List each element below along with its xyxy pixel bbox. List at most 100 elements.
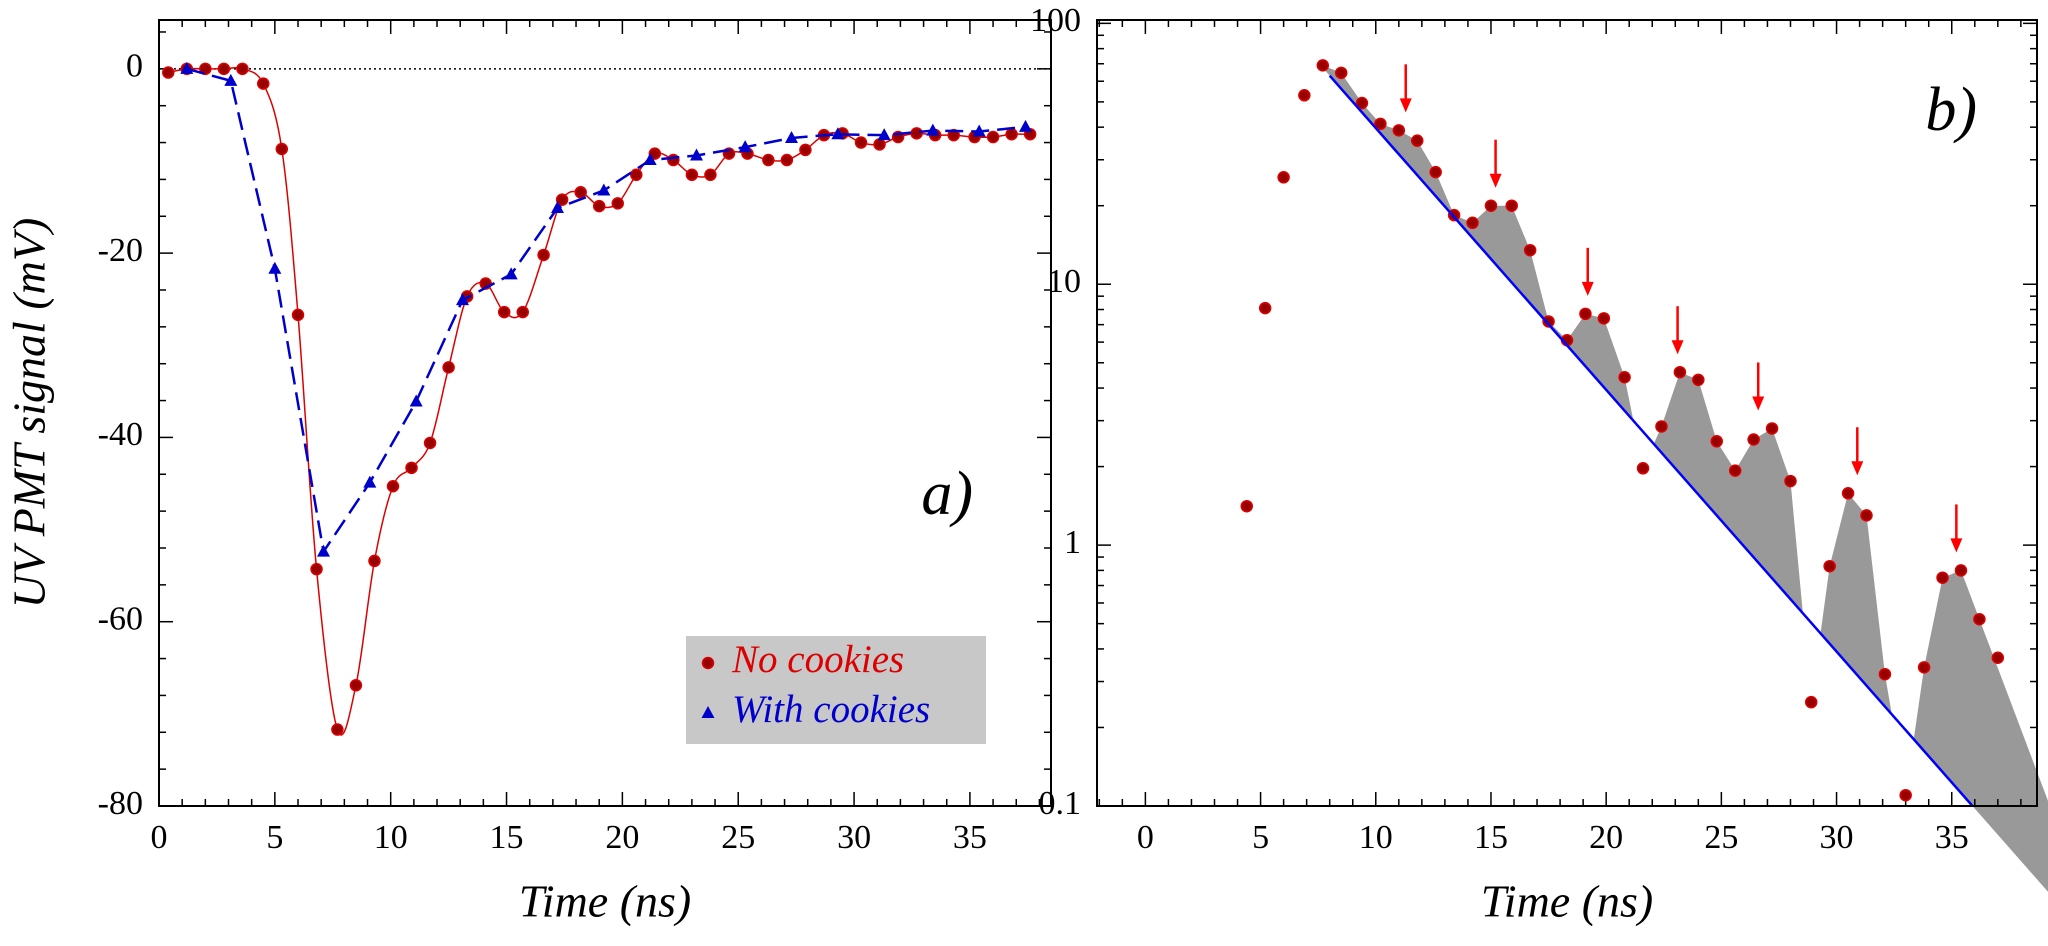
data-point <box>1973 612 1986 626</box>
data-point <box>1277 171 1290 184</box>
data-point <box>643 153 657 166</box>
data-point <box>349 679 363 692</box>
x-tick-label: 20 <box>605 819 639 856</box>
data-point <box>780 153 794 167</box>
data-point <box>611 197 624 210</box>
data-point <box>873 138 886 151</box>
data-point <box>516 305 530 319</box>
data-point <box>1728 464 1742 477</box>
arrow-head <box>1399 98 1412 113</box>
plot-frame <box>158 19 1052 807</box>
data-point <box>1240 499 1254 513</box>
data-point <box>704 168 717 182</box>
data-point <box>854 136 868 149</box>
data-point <box>316 544 330 557</box>
shaded-excess <box>1820 493 1892 715</box>
data-point <box>275 142 289 156</box>
data-point <box>1410 134 1424 147</box>
x-tick-label: 0 <box>1137 819 1154 856</box>
series-line <box>1328 74 1974 806</box>
x-tick-label: 15 <box>490 819 524 856</box>
legend: No cookies With cookies <box>686 636 986 744</box>
data-point <box>1579 307 1592 321</box>
y-tick-label: -40 <box>98 416 143 453</box>
data-point <box>423 436 437 450</box>
legend-marker <box>701 706 715 718</box>
data-point <box>972 124 986 137</box>
x-tick-label: 10 <box>1359 819 1393 856</box>
data-point <box>1899 788 1912 802</box>
x-axis-label: Time (ns) <box>1481 876 1654 927</box>
data-point <box>1005 128 1018 141</box>
data-point <box>504 267 518 280</box>
data-point <box>1298 89 1311 102</box>
arrow-head <box>1752 396 1765 411</box>
y-tick-label: 0.1 <box>1039 785 1082 822</box>
data-point <box>1505 199 1518 212</box>
y-tick-label: -80 <box>98 785 143 822</box>
data-point <box>1878 667 1892 681</box>
data-point <box>574 186 587 199</box>
data-point <box>1258 301 1272 315</box>
data-point <box>1466 216 1479 230</box>
data-point <box>257 77 270 90</box>
arrow-head <box>1489 173 1502 188</box>
data-point <box>986 130 1000 144</box>
data-point <box>630 168 643 182</box>
arrow <box>1752 362 1765 411</box>
data-point <box>799 143 812 157</box>
x-tick-label: 15 <box>1474 819 1508 856</box>
data-point <box>497 305 511 319</box>
data-point <box>180 61 194 74</box>
data-point <box>1784 474 1797 488</box>
x-tick-label: 30 <box>1820 819 1854 856</box>
arrow <box>1581 247 1594 296</box>
x-tick-label: 30 <box>837 819 871 856</box>
data-point <box>1860 509 1873 522</box>
data-point <box>1823 559 1836 573</box>
y-tick-label: 10 <box>1047 263 1081 300</box>
data-point <box>877 128 891 141</box>
data-point <box>268 261 282 274</box>
data-point <box>409 394 423 407</box>
arrow <box>1671 306 1684 355</box>
arrow <box>1851 427 1864 476</box>
data-point <box>1316 59 1330 72</box>
data-point <box>1936 571 1949 584</box>
data-point <box>310 562 323 576</box>
x-tick-label: 20 <box>1589 819 1623 856</box>
data-point <box>1710 435 1724 448</box>
data-point <box>1841 487 1855 500</box>
arrow-head <box>1950 538 1963 553</box>
data-point <box>1673 365 1687 379</box>
data-point <box>1374 117 1387 131</box>
data-point <box>537 248 550 262</box>
data-point <box>1019 119 1033 132</box>
data-point <box>1636 462 1650 475</box>
y-tick-label: -60 <box>98 601 143 638</box>
data-point <box>363 475 377 488</box>
data-point <box>1747 433 1760 446</box>
arrow-head <box>1851 461 1864 476</box>
legend-box <box>686 636 986 744</box>
data-point <box>1618 371 1631 384</box>
x-tick-label: 35 <box>953 819 987 856</box>
data-point <box>1954 564 1968 577</box>
data-point <box>947 128 960 142</box>
data-point <box>1355 96 1369 110</box>
arrow-head <box>1581 281 1594 296</box>
x-axis-label: Time (ns) <box>519 876 692 927</box>
data-point <box>592 199 606 213</box>
x-tick-label: 5 <box>1252 819 1269 856</box>
plot-frame <box>1096 19 2038 807</box>
y-tick-label: 1 <box>1064 524 1081 561</box>
data-point <box>199 62 212 76</box>
arrow <box>1489 139 1502 188</box>
x-tick-label: 25 <box>1704 819 1738 856</box>
data-point <box>1334 66 1348 80</box>
data-point <box>217 62 231 76</box>
data-point <box>1597 312 1611 325</box>
data-point <box>386 480 400 493</box>
data-point <box>648 147 662 160</box>
